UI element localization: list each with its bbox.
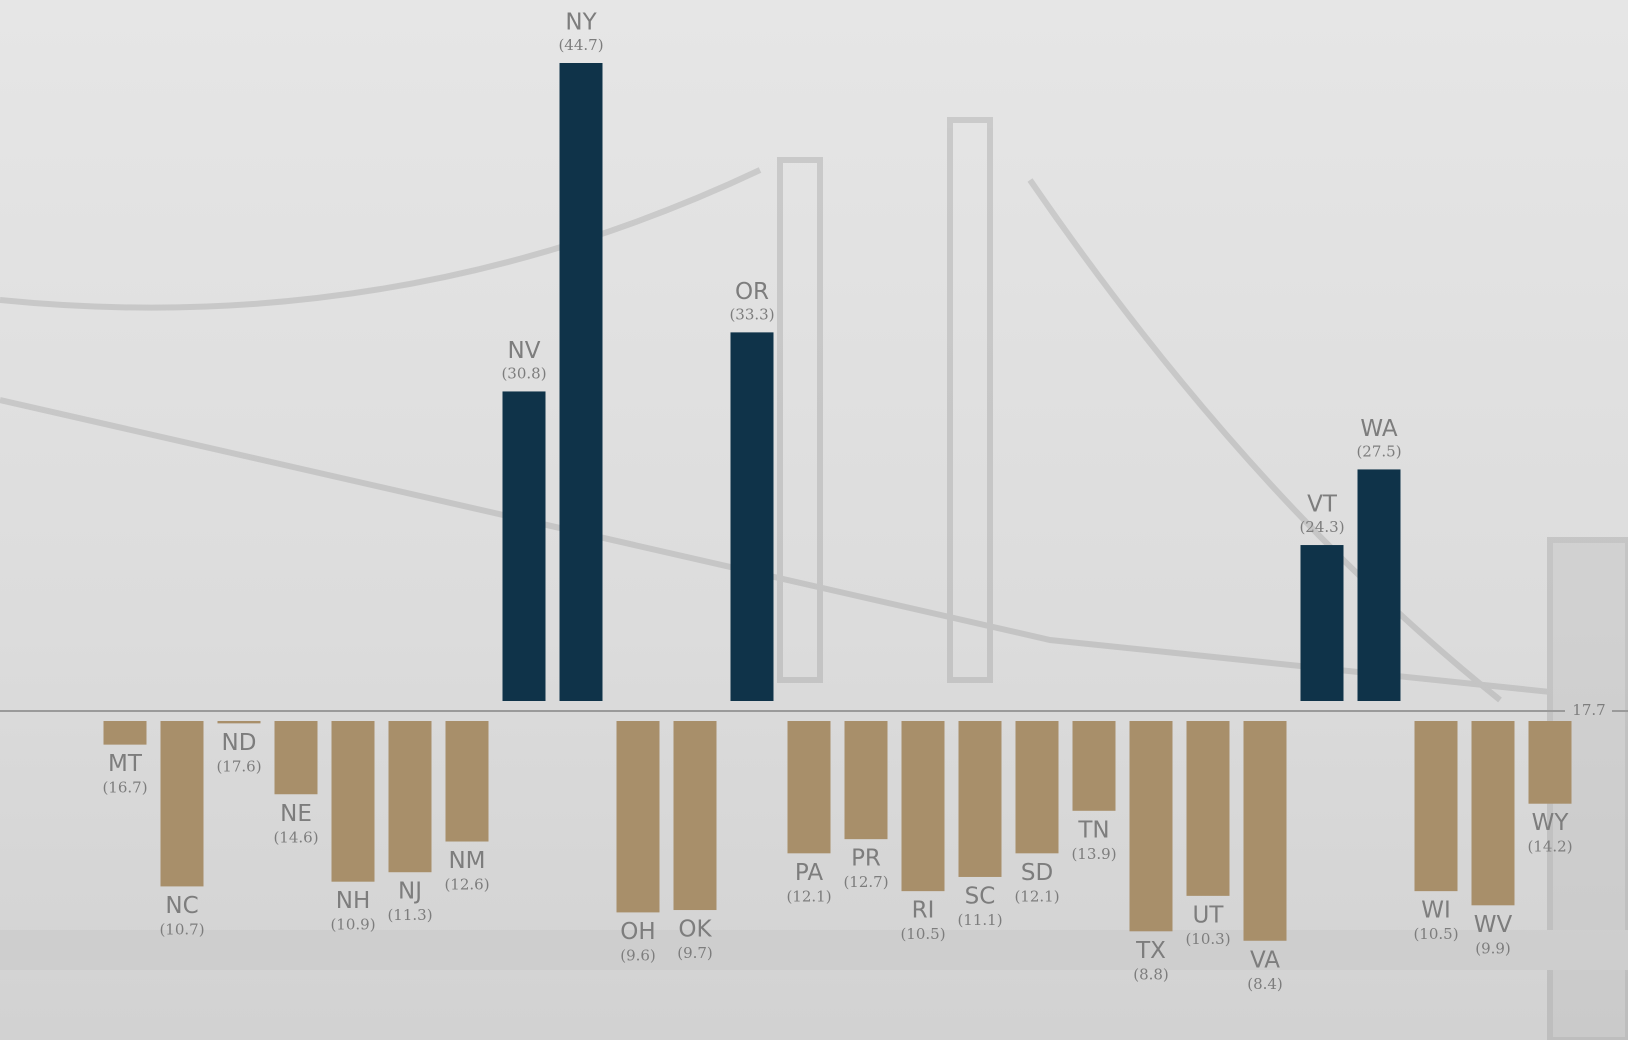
value-label: (13.9) [1071, 845, 1116, 863]
state-label: PA [795, 860, 823, 886]
bar [502, 391, 546, 701]
bar [331, 721, 375, 882]
value-label: (14.2) [1527, 838, 1572, 856]
bar [217, 721, 261, 724]
bar [1528, 721, 1572, 804]
bar [958, 721, 1002, 877]
bar [730, 332, 774, 701]
value-label: (10.3) [1185, 930, 1230, 948]
bar [1015, 721, 1059, 854]
state-label: OK [678, 917, 712, 943]
state-label: NM [448, 848, 485, 874]
state-label: TN [1077, 817, 1109, 843]
state-label: OH [620, 919, 655, 945]
state-label: ND [222, 730, 257, 756]
value-label: (12.1) [1014, 887, 1059, 905]
value-label: (11.3) [387, 906, 432, 924]
baseline-label: 17.7 [1572, 701, 1605, 719]
value-label: (10.5) [1413, 925, 1458, 943]
bar [1186, 721, 1230, 896]
state-label: MT [108, 751, 143, 777]
bar [901, 721, 945, 892]
bar [1471, 721, 1515, 906]
bar [844, 721, 888, 840]
value-label: (9.6) [620, 946, 656, 964]
bar [103, 721, 147, 745]
state-label: OR [735, 279, 769, 305]
value-label: (33.3) [729, 305, 774, 323]
value-label: (8.4) [1247, 975, 1283, 993]
value-label: (9.9) [1475, 939, 1511, 957]
value-label: (12.6) [444, 876, 489, 894]
value-label: (30.8) [501, 364, 546, 382]
bar [1072, 721, 1116, 811]
value-label: (10.5) [900, 925, 945, 943]
state-label: NH [336, 888, 371, 914]
bar [1129, 721, 1173, 932]
state-label: SC [965, 883, 996, 909]
bar [559, 63, 603, 701]
bar [787, 721, 831, 854]
value-label: (27.5) [1356, 442, 1401, 460]
value-label: (44.7) [558, 36, 603, 54]
bar [1243, 721, 1287, 941]
state-label: WI [1421, 898, 1451, 924]
value-label: (11.1) [957, 911, 1002, 929]
bar [445, 721, 489, 842]
state-label: WY [1532, 810, 1570, 836]
bar [616, 721, 660, 913]
state-label: NC [165, 893, 198, 919]
value-label: (12.1) [786, 887, 831, 905]
value-label: (10.9) [330, 916, 375, 934]
state-label: TX [1135, 938, 1166, 964]
bar [1414, 721, 1458, 892]
bar [1357, 469, 1401, 701]
state-label: NJ [398, 879, 422, 905]
bar [1300, 545, 1344, 701]
state-label: NY [565, 10, 597, 36]
value-label: (16.7) [102, 779, 147, 797]
state-label: WA [1360, 416, 1397, 442]
value-label: (17.6) [216, 757, 261, 775]
bar [274, 721, 318, 795]
value-label: (9.7) [677, 944, 713, 962]
value-label: (8.8) [1133, 965, 1169, 983]
value-label: (10.7) [159, 920, 204, 938]
bar [160, 721, 204, 887]
state-label: NE [280, 801, 312, 827]
state-label: NV [508, 338, 541, 364]
state-label: SD [1021, 860, 1053, 886]
bar [388, 721, 432, 873]
state-label: VA [1250, 947, 1280, 973]
state-label: RI [912, 898, 935, 924]
value-label: (14.6) [273, 828, 318, 846]
value-label: (24.3) [1299, 518, 1344, 536]
value-label: (12.7) [843, 873, 888, 891]
state-label: PR [851, 846, 881, 872]
bar [673, 721, 717, 911]
state-label: UT [1193, 902, 1225, 928]
state-label: VT [1307, 492, 1338, 518]
state-label: WV [1474, 912, 1513, 938]
bridge-decoration [0, 117, 1628, 1040]
